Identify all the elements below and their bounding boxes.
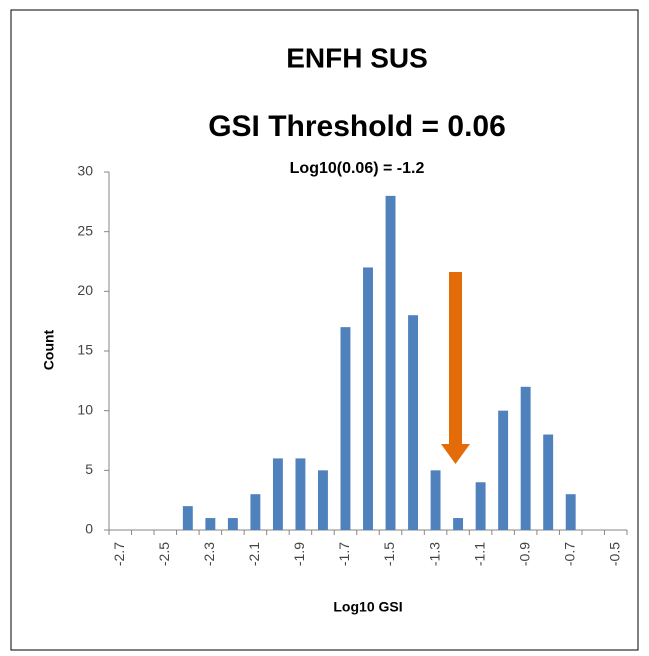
- y-tick-label: 5: [85, 461, 93, 477]
- bar: [408, 315, 418, 530]
- y-tick-label: 15: [77, 342, 93, 358]
- bar: [565, 494, 576, 530]
- bar: [318, 470, 328, 530]
- x-tick-label: -0.9: [516, 542, 532, 566]
- bar: [340, 327, 351, 530]
- x-tick-label: -1.3: [426, 542, 442, 566]
- bar: [272, 458, 283, 530]
- bar: [250, 494, 261, 530]
- x-tick-label: -1.9: [291, 542, 307, 566]
- x-tick-label: -1.7: [336, 542, 352, 566]
- bar: [475, 482, 486, 530]
- bar: [520, 386, 531, 530]
- x-tick-label: -0.7: [561, 542, 577, 566]
- bar: [543, 434, 554, 530]
- bar: [430, 470, 441, 530]
- x-tick-label: -1.5: [381, 542, 397, 566]
- y-tick-label: 25: [77, 222, 93, 238]
- bar: [363, 267, 373, 530]
- y-tick-label: 10: [77, 401, 93, 417]
- bar: [385, 195, 396, 530]
- bar: [205, 518, 216, 530]
- threshold-arrow: [441, 272, 470, 464]
- x-tick-label: -0.5: [606, 542, 622, 566]
- y-axis-label: Count: [41, 329, 57, 370]
- x-tick-label: -2.5: [156, 542, 172, 566]
- bar: [295, 458, 306, 530]
- y-tick-label: 20: [77, 282, 93, 298]
- x-tick-label: -1.1: [471, 542, 487, 566]
- y-tick-label: 30: [77, 163, 93, 179]
- chart-subtitle: GSI Threshold = 0.06: [208, 110, 506, 143]
- y-tick-label: 0: [85, 521, 93, 537]
- x-axis-label: Log10 GSI: [333, 599, 402, 615]
- bar: [453, 518, 464, 530]
- annotation: Log10(0.06) = -1.2: [290, 160, 425, 177]
- bar: [227, 518, 238, 530]
- bar: [498, 410, 509, 530]
- chart-title: ENFH SUS: [286, 42, 428, 73]
- x-tick-label: -2.1: [246, 542, 262, 566]
- x-tick-label: -2.3: [201, 542, 217, 566]
- chart-border: [10, 9, 639, 651]
- x-tick-label: -2.7: [111, 542, 127, 566]
- bar: [182, 506, 193, 530]
